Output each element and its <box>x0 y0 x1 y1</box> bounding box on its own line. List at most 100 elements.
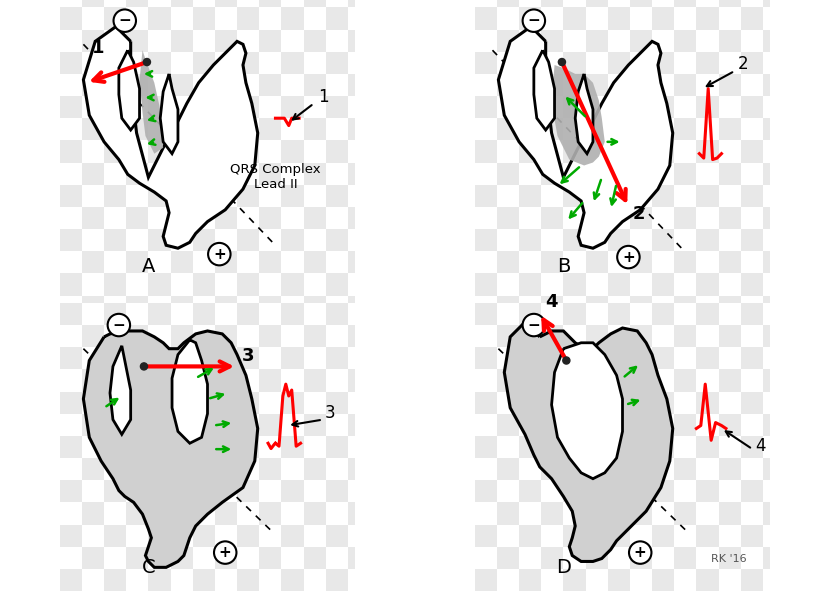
FancyBboxPatch shape <box>215 52 237 74</box>
FancyBboxPatch shape <box>475 392 497 414</box>
FancyBboxPatch shape <box>82 52 104 74</box>
FancyBboxPatch shape <box>608 259 630 281</box>
FancyBboxPatch shape <box>652 458 674 480</box>
Text: RK '16: RK '16 <box>711 554 747 564</box>
FancyBboxPatch shape <box>82 414 104 436</box>
FancyBboxPatch shape <box>674 118 696 140</box>
FancyBboxPatch shape <box>193 184 215 207</box>
FancyBboxPatch shape <box>763 325 785 348</box>
FancyBboxPatch shape <box>348 414 370 436</box>
FancyBboxPatch shape <box>740 525 763 547</box>
FancyBboxPatch shape <box>325 436 348 458</box>
FancyBboxPatch shape <box>763 30 785 52</box>
FancyBboxPatch shape <box>519 569 541 591</box>
FancyBboxPatch shape <box>237 303 259 325</box>
Circle shape <box>214 541 237 564</box>
FancyBboxPatch shape <box>585 0 608 8</box>
FancyBboxPatch shape <box>696 30 719 52</box>
FancyBboxPatch shape <box>281 436 304 458</box>
FancyBboxPatch shape <box>325 163 348 184</box>
FancyBboxPatch shape <box>237 414 259 436</box>
FancyBboxPatch shape <box>126 569 149 591</box>
FancyBboxPatch shape <box>696 502 719 525</box>
FancyBboxPatch shape <box>126 229 149 251</box>
FancyBboxPatch shape <box>237 30 259 52</box>
FancyBboxPatch shape <box>82 0 104 8</box>
FancyBboxPatch shape <box>674 369 696 392</box>
FancyBboxPatch shape <box>652 414 674 436</box>
FancyBboxPatch shape <box>60 502 82 525</box>
FancyBboxPatch shape <box>149 96 170 118</box>
FancyBboxPatch shape <box>608 141 630 163</box>
FancyBboxPatch shape <box>193 74 215 96</box>
FancyBboxPatch shape <box>170 480 193 502</box>
FancyBboxPatch shape <box>193 414 215 436</box>
FancyBboxPatch shape <box>497 0 519 8</box>
FancyBboxPatch shape <box>193 525 215 547</box>
FancyBboxPatch shape <box>370 392 393 414</box>
FancyBboxPatch shape <box>304 141 325 163</box>
FancyBboxPatch shape <box>608 8 630 30</box>
FancyBboxPatch shape <box>719 414 740 436</box>
FancyBboxPatch shape <box>652 325 674 348</box>
FancyBboxPatch shape <box>104 569 126 591</box>
FancyBboxPatch shape <box>785 118 808 140</box>
FancyBboxPatch shape <box>719 325 740 348</box>
FancyBboxPatch shape <box>541 303 564 325</box>
FancyBboxPatch shape <box>304 281 325 303</box>
FancyBboxPatch shape <box>785 502 808 525</box>
FancyBboxPatch shape <box>630 273 652 296</box>
Circle shape <box>144 59 150 66</box>
FancyBboxPatch shape <box>696 141 719 163</box>
FancyBboxPatch shape <box>193 141 215 163</box>
FancyBboxPatch shape <box>215 458 237 480</box>
FancyBboxPatch shape <box>785 8 808 30</box>
FancyBboxPatch shape <box>193 0 215 8</box>
FancyBboxPatch shape <box>497 525 519 547</box>
FancyBboxPatch shape <box>60 96 82 118</box>
FancyBboxPatch shape <box>126 163 149 184</box>
FancyBboxPatch shape <box>674 251 696 273</box>
FancyBboxPatch shape <box>193 30 215 52</box>
FancyBboxPatch shape <box>763 281 785 303</box>
FancyBboxPatch shape <box>348 325 370 348</box>
FancyBboxPatch shape <box>325 273 348 296</box>
PathPatch shape <box>172 340 208 443</box>
FancyBboxPatch shape <box>170 30 193 52</box>
FancyBboxPatch shape <box>475 184 497 207</box>
FancyBboxPatch shape <box>519 325 541 348</box>
FancyBboxPatch shape <box>696 392 719 414</box>
FancyBboxPatch shape <box>785 141 808 163</box>
FancyBboxPatch shape <box>370 207 393 229</box>
FancyBboxPatch shape <box>60 281 82 303</box>
FancyBboxPatch shape <box>785 325 808 348</box>
FancyBboxPatch shape <box>370 547 393 569</box>
Text: B: B <box>557 257 570 276</box>
FancyBboxPatch shape <box>304 96 325 118</box>
FancyBboxPatch shape <box>348 348 370 369</box>
FancyBboxPatch shape <box>348 273 370 296</box>
FancyBboxPatch shape <box>259 229 281 251</box>
FancyBboxPatch shape <box>630 502 652 525</box>
FancyBboxPatch shape <box>652 163 674 184</box>
FancyBboxPatch shape <box>719 229 740 251</box>
FancyBboxPatch shape <box>785 229 808 251</box>
FancyBboxPatch shape <box>785 273 808 296</box>
FancyBboxPatch shape <box>763 229 785 251</box>
FancyBboxPatch shape <box>475 369 497 392</box>
FancyBboxPatch shape <box>304 414 325 436</box>
FancyBboxPatch shape <box>696 547 719 569</box>
FancyBboxPatch shape <box>348 547 370 569</box>
Text: −: − <box>113 317 125 333</box>
FancyBboxPatch shape <box>325 325 348 348</box>
FancyBboxPatch shape <box>696 458 719 480</box>
FancyBboxPatch shape <box>497 52 519 74</box>
FancyBboxPatch shape <box>608 369 630 392</box>
FancyBboxPatch shape <box>763 52 785 74</box>
FancyBboxPatch shape <box>193 547 215 569</box>
FancyBboxPatch shape <box>719 251 740 273</box>
FancyBboxPatch shape <box>259 163 281 184</box>
FancyBboxPatch shape <box>740 281 763 303</box>
FancyBboxPatch shape <box>740 8 763 30</box>
FancyBboxPatch shape <box>519 118 541 140</box>
